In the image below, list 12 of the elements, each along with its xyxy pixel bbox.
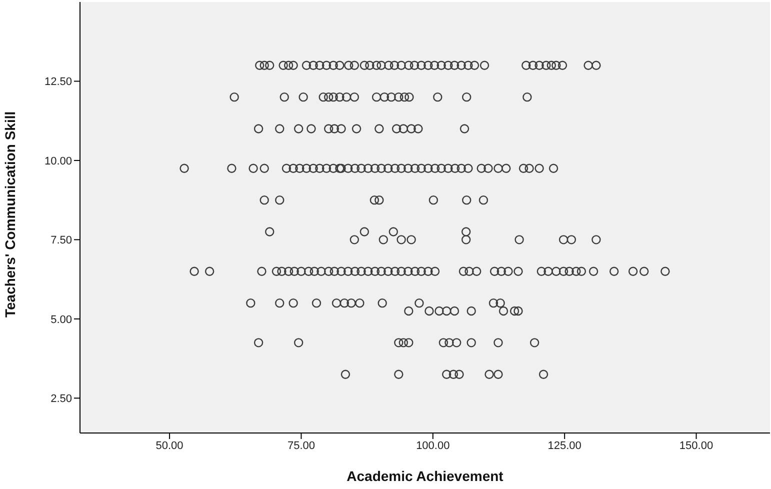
y-tick-label: 12.50: [44, 76, 72, 88]
x-tick-label: 150.00: [679, 440, 714, 452]
x-tick-label: 100.00: [416, 440, 450, 452]
x-tick-label: 125.00: [548, 440, 582, 452]
x-axis-title: Academic Achievement: [346, 468, 504, 484]
y-tick-label: 5.00: [50, 314, 72, 326]
x-tick-label: 75.00: [287, 440, 315, 452]
x-tick-label: 50.00: [156, 440, 184, 452]
y-tick-label: 7.50: [50, 234, 72, 247]
y-tick-label: 2.50: [50, 393, 72, 406]
y-axis-title: Teachers' Communication Skill: [2, 111, 18, 318]
y-tick-label: 10.00: [44, 155, 72, 168]
